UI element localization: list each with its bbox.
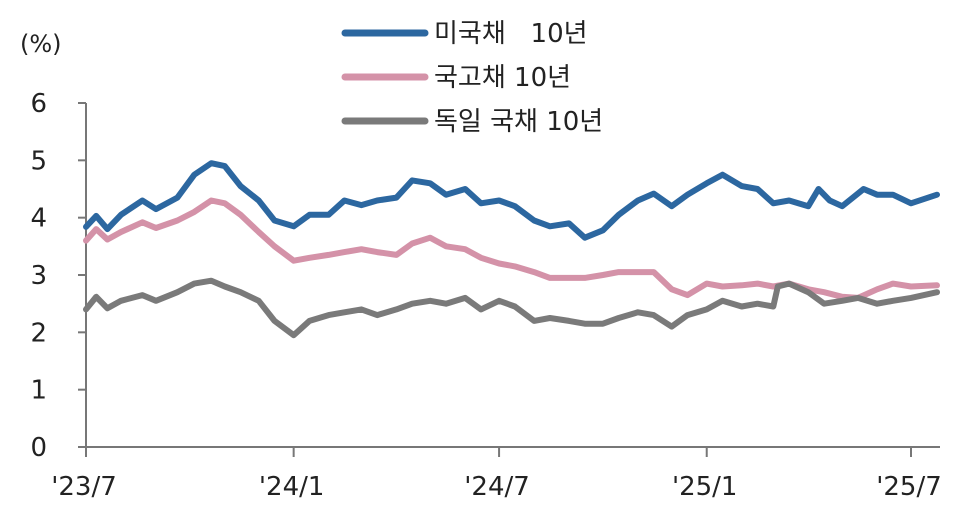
legend-label-1: 미국채 10년 — [434, 19, 588, 49]
axes — [78, 102, 940, 457]
y-tick-label: 1 — [30, 376, 47, 406]
legend-label-2: 국고채 10년 — [434, 63, 571, 93]
y-tick-label: 0 — [30, 433, 47, 463]
series-line-1 — [83, 160, 940, 241]
series-line-3 — [83, 277, 940, 339]
y-tick-labels: 0 1 2 3 4 5 6 — [30, 89, 47, 463]
x-tick-label: '24/1 — [259, 472, 325, 502]
x-tick-label: '25/1 — [672, 472, 738, 502]
x-tick-labels: '23/7 '24/1 '24/7 '25/1 '25/7 — [51, 472, 942, 502]
series-lines — [83, 160, 940, 339]
legend-label-3: 독일 국채 10년 — [434, 107, 603, 137]
y-tick-label: 5 — [30, 146, 47, 176]
y-tick-label: 6 — [30, 89, 47, 119]
x-tick-label: '23/7 — [51, 472, 117, 502]
y-tick-label: 3 — [30, 261, 47, 291]
x-tick-label: '24/7 — [464, 472, 530, 502]
x-tick-label: '25/7 — [876, 472, 942, 502]
y-tick-label: 4 — [30, 204, 47, 234]
y-tick-label: 2 — [30, 318, 47, 348]
y-unit-label: (%) — [20, 30, 62, 58]
